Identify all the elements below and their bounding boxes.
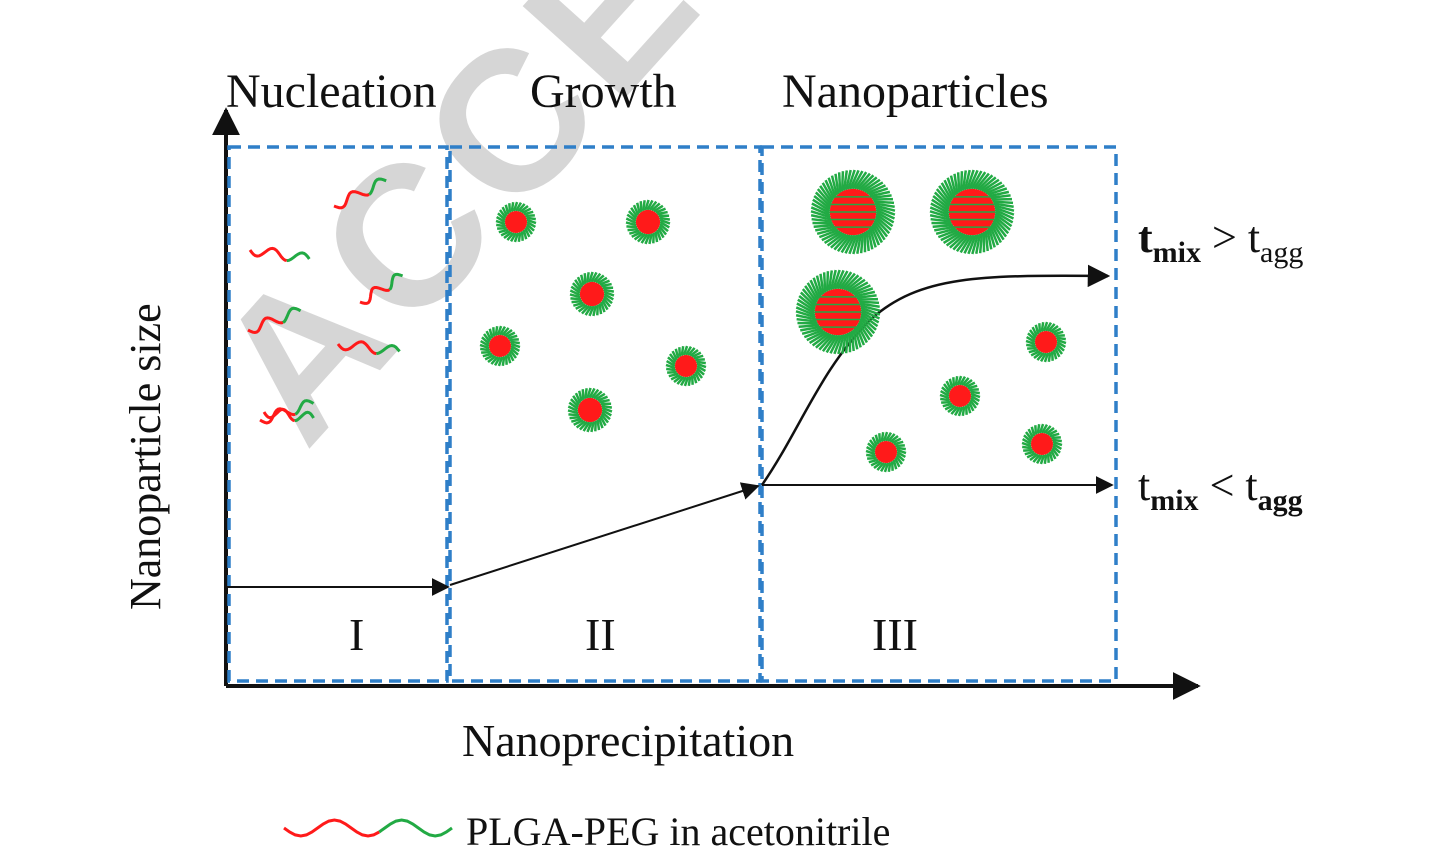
polymer-chain-3-peg-segment (388, 272, 404, 291)
polymer-chain-3-plga-segment (359, 286, 391, 305)
phase-box-1 (227, 145, 449, 683)
nanoparticles-group (479, 169, 1067, 473)
phase-numeral-2: II (585, 609, 616, 660)
nanoparticle-13 (1021, 423, 1063, 465)
polymer-chain-7-plga-segment (262, 407, 296, 423)
nanoparticle-9 (795, 269, 881, 355)
legend-chain-icon (283, 818, 453, 838)
legend-plga-segment (283, 818, 380, 838)
slow-t2: t (1247, 213, 1261, 262)
phase-title-nanoparticles: Nanoparticles (782, 65, 1049, 118)
fast-op: < (1209, 461, 1235, 510)
phase-box-2 (448, 145, 762, 683)
polymer-chain-4-plga-segment (247, 316, 284, 335)
legend-label: PLGA-PEG in acetonitrile (466, 809, 891, 854)
legend-peg-segment (378, 818, 453, 838)
polymer-chain-5-peg-segment (376, 343, 401, 356)
nanoparticle-12 (865, 431, 907, 473)
nanoparticle-5 (665, 345, 707, 387)
phase-title-growth: Growth (530, 65, 677, 118)
nanoparticle-11 (939, 375, 981, 417)
polymer-chains-group (247, 177, 404, 425)
polymer-chain-5-plga-segment (336, 340, 377, 356)
polymer-chain-7-peg-segment (294, 410, 315, 423)
nanoparticle-7 (810, 169, 896, 255)
arrow-growth (449, 482, 760, 586)
nanoparticle-10 (1025, 321, 1067, 363)
x-axis-label: Nanoprecipitation (462, 715, 795, 766)
fast-t1: t (1138, 461, 1151, 510)
nanoparticle-6 (567, 387, 613, 433)
slow-t1: t (1138, 213, 1153, 262)
polymer-chain-1-plga-segment (333, 190, 370, 210)
nanoparticle-1 (495, 201, 537, 243)
nanoparticle-8 (929, 169, 1015, 255)
slow-s2: agg (1260, 236, 1304, 269)
phase-box-3 (760, 145, 1118, 683)
fast-t2: t (1245, 461, 1258, 510)
polymer-chain-1-peg-segment (368, 177, 387, 196)
phase-title-nucleation: Nucleation (226, 65, 437, 118)
polymer-chain-4-peg-segment (282, 306, 302, 324)
phase-numeral-3: III (872, 609, 918, 660)
polymer-chain-6-peg-segment (294, 399, 315, 416)
fast-s2: agg (1257, 484, 1303, 517)
fast-s1: mix (1150, 484, 1199, 517)
condition-fast-mixing: tmix < tagg (1138, 461, 1303, 516)
slow-op: > (1211, 213, 1237, 262)
slow-s1: mix (1152, 236, 1201, 269)
nanoparticle-4 (479, 325, 521, 367)
y-axis-label: Nanoparticle size (121, 303, 170, 610)
polymer-chain-2-peg-segment (286, 251, 311, 263)
condition-slow-mixing: tmix > tagg (1138, 213, 1303, 268)
nanoparticle-2 (625, 199, 671, 245)
nanoparticle-3 (569, 271, 615, 317)
polymer-chain-2-plga-segment (248, 246, 288, 263)
phase-numeral-1: I (349, 609, 365, 660)
